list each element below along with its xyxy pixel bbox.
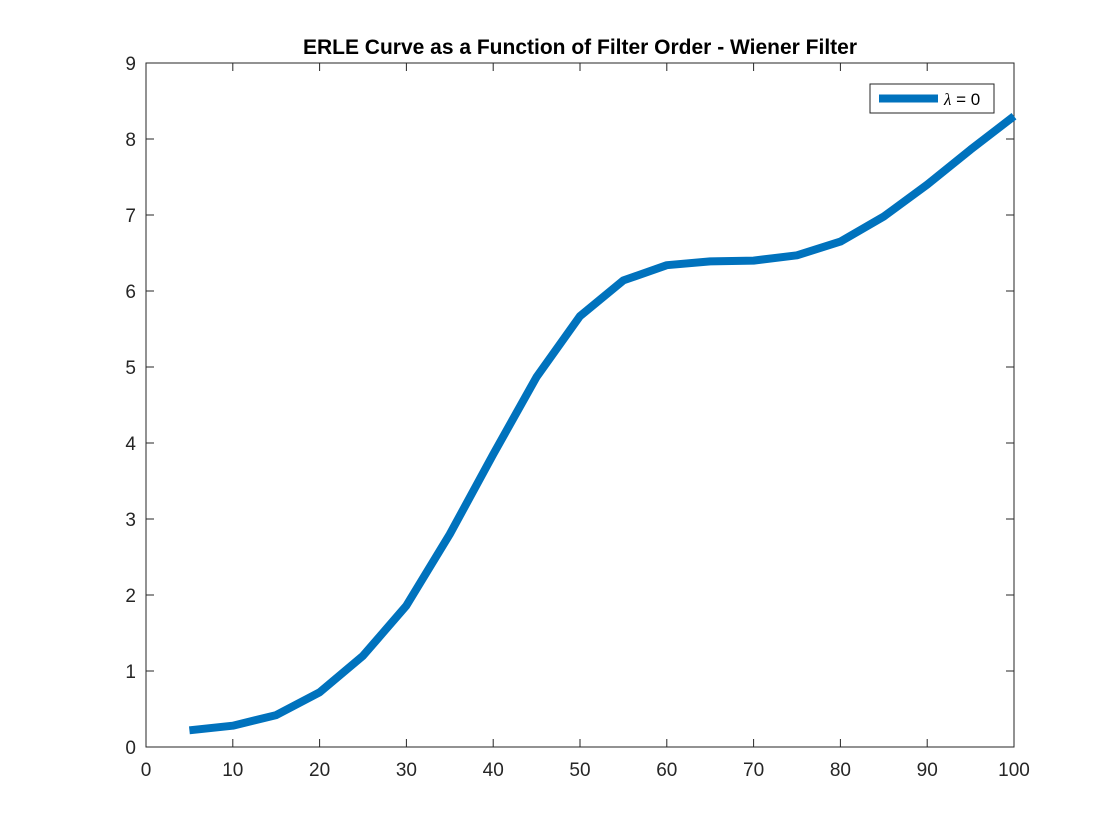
y-tick-label: 2 [125, 586, 136, 607]
series-line [188, 113, 1017, 735]
y-axis: 0 1 2 3 4 5 6 7 8 9 [125, 54, 1014, 759]
x-tick-label: 30 [396, 760, 417, 781]
x-tick-label: 20 [309, 760, 330, 781]
x-tick-label: 70 [743, 760, 764, 781]
legend: λ = 0 [869, 83, 995, 114]
x-tick-label: 60 [656, 760, 677, 781]
plot-area-frame [145, 62, 1015, 748]
y-tick-label: 1 [125, 662, 136, 683]
y-tick-label: 5 [125, 358, 136, 379]
y-tick-label: 8 [125, 130, 136, 151]
x-tick-label: 90 [917, 760, 938, 781]
legend-label-value: = 0 [951, 90, 980, 109]
y-tick-label: 7 [125, 206, 136, 227]
y-tick-label: 6 [125, 282, 136, 303]
x-tick-label: 10 [222, 760, 243, 781]
y-tick-label: 4 [125, 434, 136, 455]
y-tick-label: 3 [125, 510, 136, 531]
y-tick-label: 0 [125, 738, 136, 759]
x-tick-label: 50 [569, 760, 590, 781]
chart-title: ERLE Curve as a Function of Filter Order… [303, 36, 857, 59]
x-tick-label: 0 [141, 760, 152, 781]
legend-label-symbol: λ [943, 90, 951, 109]
x-tick-label: 80 [830, 760, 851, 781]
y-tick-label: 9 [125, 54, 136, 75]
legend-label: λ = 0 [943, 90, 980, 109]
x-tick-label: 100 [998, 760, 1030, 781]
series-layer [188, 113, 1017, 735]
x-axis: 0 10 20 30 40 50 60 70 80 90 100 [141, 63, 1030, 781]
x-tick-label: 40 [483, 760, 504, 781]
